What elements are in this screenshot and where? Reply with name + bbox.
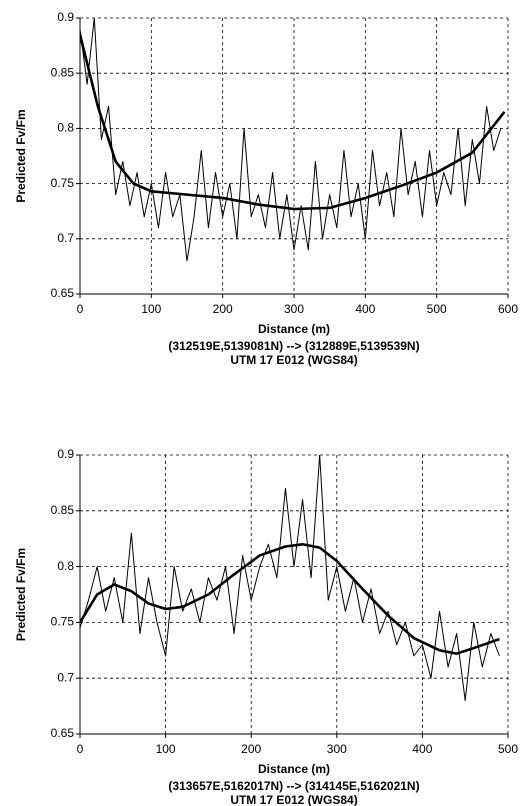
line-series	[80, 455, 500, 702]
x-tick-label: 100	[141, 302, 161, 316]
x-tick-label: 500	[498, 742, 518, 756]
y-tick-label: 0.9	[57, 10, 74, 24]
x-axis-label: Distance (m)	[258, 322, 330, 336]
line-series	[80, 542, 500, 655]
annotation: UTM 17 E012 (WGS84)	[230, 793, 357, 806]
y-tick-label: 0.65	[51, 286, 75, 300]
y-tick-label: 0.75	[51, 176, 75, 190]
plot-area	[80, 18, 506, 262]
x-tick-label: 300	[284, 302, 304, 316]
x-axis-label: Distance (m)	[258, 762, 330, 776]
x-tick-label: 200	[241, 742, 261, 756]
annotation: UTM 17 E012 (WGS84)	[230, 353, 357, 367]
y-tick-label: 0.8	[57, 121, 74, 135]
y-tick-label: 0.7	[57, 670, 74, 684]
annotation: (313657E,5162017N) --> (314145E,5162021N…	[168, 779, 419, 793]
y-axis-label: Predicted Fv/Fm	[14, 109, 28, 202]
x-tick-label: 0	[77, 302, 84, 316]
plot-area	[80, 455, 500, 702]
y-axis-label: Predicted Fv/Fm	[14, 548, 28, 641]
x-tick-label: 200	[213, 302, 233, 316]
x-tick-label: 400	[355, 302, 375, 316]
line-series	[80, 18, 502, 262]
x-tick-label: 100	[156, 742, 176, 756]
x-tick-label: 300	[327, 742, 347, 756]
y-tick-label: 0.75	[51, 615, 75, 629]
line-series	[80, 34, 506, 211]
x-tick-label: 0	[77, 742, 84, 756]
annotation: (312519E,5139081N) --> (312889E,5139539N…	[168, 339, 419, 353]
y-tick-label: 0.85	[51, 65, 75, 79]
x-tick-label: 500	[427, 302, 447, 316]
y-tick-label: 0.65	[51, 726, 75, 740]
y-tick-label: 0.7	[57, 231, 74, 245]
y-tick-label: 0.85	[51, 503, 75, 517]
x-tick-label: 600	[498, 302, 518, 316]
y-tick-label: 0.9	[57, 447, 74, 461]
y-tick-label: 0.8	[57, 559, 74, 573]
x-tick-label: 400	[412, 742, 432, 756]
